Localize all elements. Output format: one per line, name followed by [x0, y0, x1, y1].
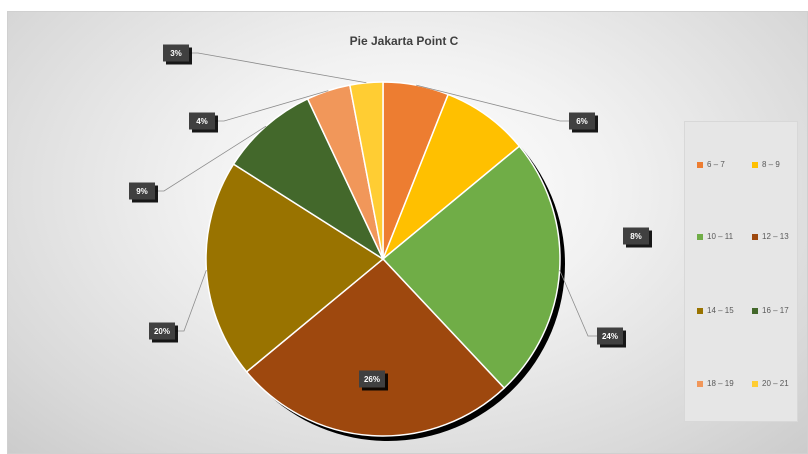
legend-swatch	[752, 307, 758, 314]
data-label-7: 4%	[189, 112, 215, 130]
leader-line-1	[416, 84, 572, 122]
pie-slice-5	[205, 163, 385, 373]
legend-item-8: 20 – 21	[752, 379, 789, 388]
legend-item-7: 18 – 19	[697, 379, 734, 388]
legend-swatch	[752, 233, 758, 240]
legend-swatch	[697, 233, 703, 240]
leader-line-3	[559, 269, 600, 337]
data-label-4: 26%	[359, 370, 385, 388]
chart-title: Pie Jakarta Point C	[349, 34, 459, 48]
data-label-text: 8%	[630, 232, 642, 241]
data-label-box	[163, 44, 189, 62]
legend-swatch	[697, 380, 703, 387]
data-label-2: 8%	[623, 227, 649, 245]
data-label-text: 24%	[602, 332, 618, 341]
data-label-3: 24%	[597, 327, 623, 345]
legend-label: 18 – 19	[707, 379, 734, 388]
legend: 6 – 7 8 – 9 10 – 11 12 – 13 14 – 15 16 – 17 18…	[684, 121, 798, 422]
leader-line-8	[186, 52, 367, 84]
legend-label: 10 – 11	[707, 232, 734, 241]
data-label-text: 26%	[364, 375, 380, 384]
data-label-box	[129, 182, 155, 200]
data-label-text: 9%	[136, 187, 148, 196]
legend-label: 16 – 17	[762, 306, 789, 315]
legend-item-1: 6 – 7	[697, 160, 725, 169]
legend-label: 6 – 7	[707, 160, 725, 169]
data-label-box	[623, 227, 649, 245]
legend-item-6: 16 – 17	[752, 306, 789, 315]
legend-swatch	[752, 161, 758, 168]
data-label-text: 6%	[576, 117, 588, 126]
leader-line-7	[212, 90, 329, 122]
data-label-box	[597, 327, 623, 345]
pie-slice-2	[382, 93, 521, 260]
legend-label: 14 – 15	[707, 306, 734, 315]
legend-item-5: 14 – 15	[697, 306, 734, 315]
data-label-8: 3%	[163, 44, 189, 62]
data-label-box	[569, 112, 595, 130]
data-label-text: 20%	[154, 327, 170, 336]
data-label-text: 4%	[196, 117, 208, 126]
legend-label: 8 – 9	[762, 160, 780, 169]
data-label-box	[359, 370, 385, 388]
leader-line-6	[152, 125, 267, 192]
data-label-box	[189, 112, 215, 130]
legend-swatch	[697, 307, 703, 314]
data-label-box	[149, 322, 175, 340]
data-label-text: 3%	[170, 49, 182, 58]
legend-item-3: 10 – 11	[697, 232, 733, 241]
legend-item-2: 8 – 9	[752, 160, 780, 169]
pie-slice-3	[381, 145, 561, 390]
data-label-6: 9%	[129, 182, 155, 200]
legend-item-4: 12 – 13	[752, 232, 789, 241]
data-label-1: 6%	[569, 112, 595, 130]
legend-swatch	[697, 161, 703, 168]
legend-swatch	[752, 380, 758, 387]
data-label-5: 20%	[149, 322, 175, 340]
legend-label: 20 – 21	[762, 379, 789, 388]
legend-label: 12 – 13	[762, 232, 789, 241]
pie-slice-4	[245, 257, 506, 437]
leader-line-5	[172, 269, 207, 332]
